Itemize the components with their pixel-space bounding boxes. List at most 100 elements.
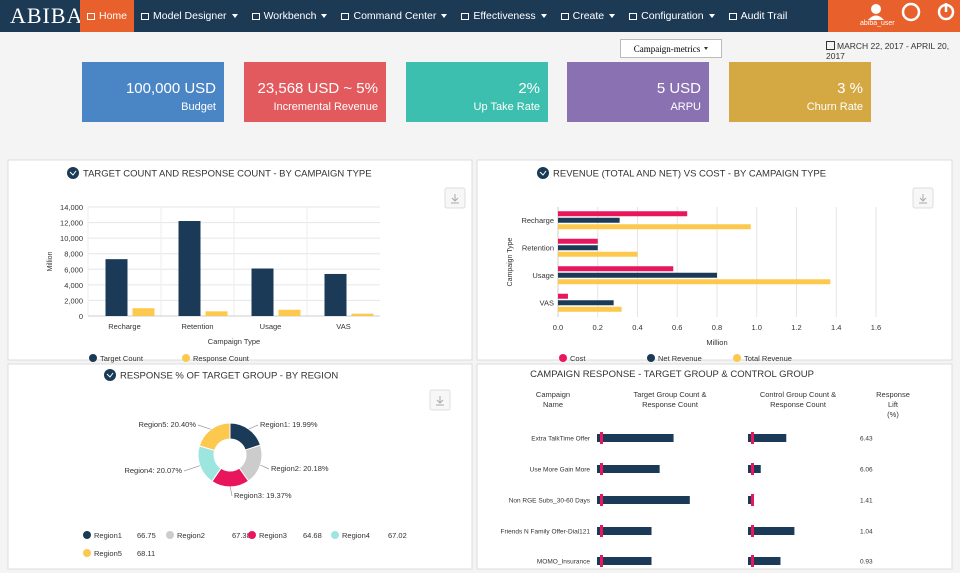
date-range[interactable]: MARCH 22, 2017 - APRIL 20, 2017 [826,41,960,61]
data-label: Region4: 20.07% [124,466,182,475]
x-tick-label: Retention [181,322,213,331]
kpi-label: Up Take Rate [473,101,540,113]
nav-icon [341,12,350,20]
lift-value: 0.93 [860,559,873,566]
caret [609,14,616,18]
y-tick-label: 2,000 [64,296,83,305]
y-tick-label: 12,000 [60,219,83,228]
bar [351,313,374,316]
legend-marker [83,549,91,557]
table-header: Name [543,400,563,409]
nav-item[interactable]: Create [554,0,623,32]
control-bar [748,527,795,535]
x-axis-label: Million [706,338,727,347]
marker [751,494,754,506]
marker [600,525,603,537]
bar [558,266,674,272]
user-icons [868,2,955,22]
nav-item[interactable]: Effectiveness [454,0,553,32]
table-header: Campaign [536,390,570,399]
date-text: MARCH 22, 2017 - APRIL 20, 2017 [826,41,950,61]
nav-item[interactable]: Audit Trail [722,0,795,32]
kpi-label: Churn Rate [806,101,863,113]
legend-value: 67.02 [388,531,407,540]
y-tick-label: 10,000 [60,234,83,243]
legend-label: Total Revenue [744,354,792,363]
legend-label: Region3 [259,531,287,540]
nav-icon [87,12,95,20]
metrics-dropdown[interactable]: Campaign-metrics [620,39,722,58]
kpi-value: 5 USD [656,80,701,97]
lift-value: 6.06 [860,467,873,474]
kpi-card: 2% Up Take Rate [406,62,548,122]
table-header: (%) [887,410,899,419]
nav-label: Configuration [641,10,704,22]
marker [751,463,754,475]
x-tick-label: 1.2 [791,323,801,332]
leader-line [260,464,270,470]
y-tick-label: 8,000 [64,250,83,259]
legend-marker [331,531,339,539]
legend-marker [83,531,91,539]
nav-item[interactable]: Home [80,0,135,32]
title-icon [537,167,549,179]
marker [600,432,603,444]
legend-marker [182,354,190,362]
lift-value: 1.41 [860,498,873,505]
table-header: Target Group Count & [634,390,707,399]
bar [278,309,301,316]
control-bar [748,434,787,442]
table-header: Response Count [642,400,699,409]
table-title: CAMPAIGN RESPONSE - TARGET GROUP & CONTR… [530,369,814,380]
legend-label: Region2 [177,531,205,540]
nav-item[interactable]: Workbench [245,0,335,32]
table-header: Response Count [770,400,827,409]
kpi-value: 100,000 USD [125,80,216,97]
leader-line [197,424,211,430]
bar [105,259,128,316]
caret [231,14,238,18]
legend-value: 68.11 [137,549,155,558]
target-bar [597,465,660,473]
title-icon [104,369,116,381]
marker [600,494,603,506]
title-icon-mark [539,170,547,176]
help-icon[interactable] [901,2,921,22]
nav-item[interactable]: Configuration [622,0,721,32]
control-bar [748,557,781,565]
nav-item[interactable]: Command Center [334,0,454,32]
nav-item[interactable]: Model Designer [134,0,245,32]
legend-marker [647,354,655,362]
user-area: abiba_user [828,0,960,32]
user-icon[interactable] [871,4,881,14]
marker [600,463,603,475]
nav-items: Home Model Designer Workbench Command Cente… [80,0,794,32]
nav-label: Create [572,10,605,22]
control-bar [748,465,761,473]
kpi-label: ARPU [670,101,701,113]
bar [558,251,638,257]
kpi-value: 23,568 USD ~ 5% [257,80,379,97]
leader-line [183,465,200,472]
x-tick-label: VAS [336,322,350,331]
nav-label: Effectiveness [473,10,536,22]
kpi-value: 3 % [837,80,863,97]
marker [751,525,754,537]
table-header: Response [876,390,910,399]
kpi-value: 2% [518,80,540,97]
lift-value: 6.43 [860,436,873,443]
kpi-label: Budget [181,101,216,113]
y-tick-label: 4,000 [64,281,83,290]
nav-icon [560,12,569,20]
panel [476,363,953,570]
target-bar [597,557,652,565]
title-icon-mark [69,170,77,176]
download-icon [436,396,444,406]
nav-icon [141,12,150,20]
data-label: Region5: 20.40% [138,420,196,429]
table-header: Control Group Count & [760,390,836,399]
legend-label: Region4 [342,531,370,540]
campaign-name: Extra TalkTime Offer [531,436,591,443]
x-tick-label: 0.2 [593,323,603,332]
logo[interactable]: ABIBA [10,3,84,28]
